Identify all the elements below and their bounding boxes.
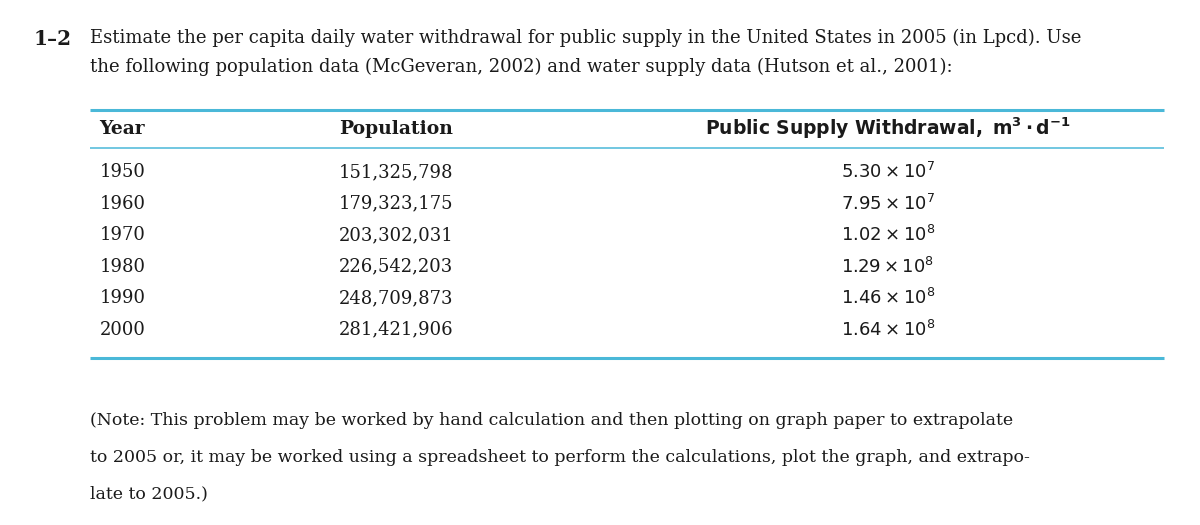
Text: $1.46\times 10^{8}$: $1.46\times 10^{8}$ [841,288,935,308]
Text: 179,323,175: 179,323,175 [338,195,454,213]
Text: 1970: 1970 [100,226,145,244]
Text: 281,421,906: 281,421,906 [338,321,454,339]
Text: $5.30\times 10^{7}$: $5.30\times 10^{7}$ [841,162,935,182]
Text: to 2005 or, it may be worked using a spreadsheet to perform the calculations, pl: to 2005 or, it may be worked using a spr… [90,449,1030,466]
Text: 2000: 2000 [100,321,145,339]
Text: $\mathbf{Public\ Supply\ Withdrawal,\ m^3 \cdot d^{-1}}$: $\mathbf{Public\ Supply\ Withdrawal,\ m^… [706,116,1070,141]
Text: Estimate the per capita daily water withdrawal for public supply in the United S: Estimate the per capita daily water with… [90,29,1081,47]
Text: 1960: 1960 [100,195,145,213]
Text: late to 2005.): late to 2005.) [90,486,208,502]
Text: Year: Year [100,120,145,138]
Text: Population: Population [340,120,452,138]
Text: $1.64\times 10^{8}$: $1.64\times 10^{8}$ [841,320,935,340]
Text: $7.95\times 10^{7}$: $7.95\times 10^{7}$ [841,194,935,214]
Text: $1.29\times 10^{8}$: $1.29\times 10^{8}$ [841,257,935,277]
Text: 1990: 1990 [100,289,145,307]
Text: 226,542,203: 226,542,203 [338,258,454,276]
Text: (Note: This problem may be worked by hand calculation and then plotting on graph: (Note: This problem may be worked by han… [90,412,1013,429]
Text: 151,325,798: 151,325,798 [338,163,454,181]
Text: 1–2: 1–2 [34,29,72,49]
Text: $1.02\times 10^{8}$: $1.02\times 10^{8}$ [841,225,935,245]
Text: 203,302,031: 203,302,031 [338,226,454,244]
Text: 1950: 1950 [100,163,145,181]
Text: 1980: 1980 [100,258,145,276]
Text: 248,709,873: 248,709,873 [338,289,454,307]
Text: the following population data (McGeveran, 2002) and water supply data (Hutson et: the following population data (McGeveran… [90,58,953,76]
